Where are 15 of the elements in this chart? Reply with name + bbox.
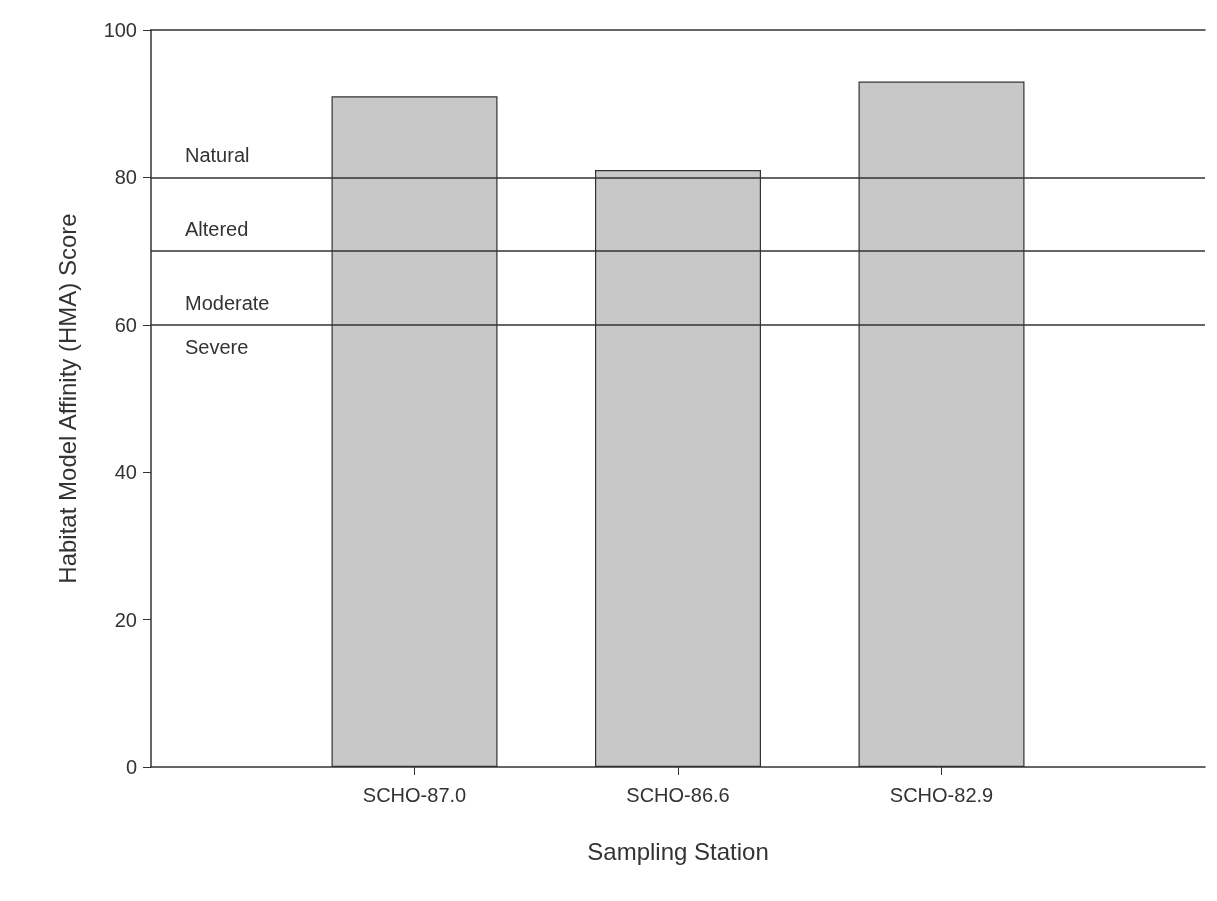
y-tick-label: 20 — [114, 608, 137, 631]
x-tick-label: SCHO-87.0 — [362, 784, 467, 806]
y-tick-label: 60 — [114, 313, 137, 336]
annotation: Altered — [185, 218, 249, 241]
y-tick-label: 100 — [103, 19, 137, 41]
y-axis-title: Habitat Model Affinity (HMA) Score — [53, 213, 81, 584]
annotation: Moderate — [185, 291, 270, 314]
x-tick-label: SCHO-82.9 — [889, 784, 994, 806]
annotation: Natural — [185, 144, 250, 167]
y-tick-label: 0 — [125, 756, 137, 778]
annotation: Severe — [185, 335, 249, 358]
y-tick-label: 80 — [114, 166, 137, 189]
x-tick-label: SCHO-86.6 — [626, 784, 730, 806]
x-axis-title: Sampling Station — [587, 837, 769, 865]
y-tick-label: 40 — [114, 461, 137, 484]
